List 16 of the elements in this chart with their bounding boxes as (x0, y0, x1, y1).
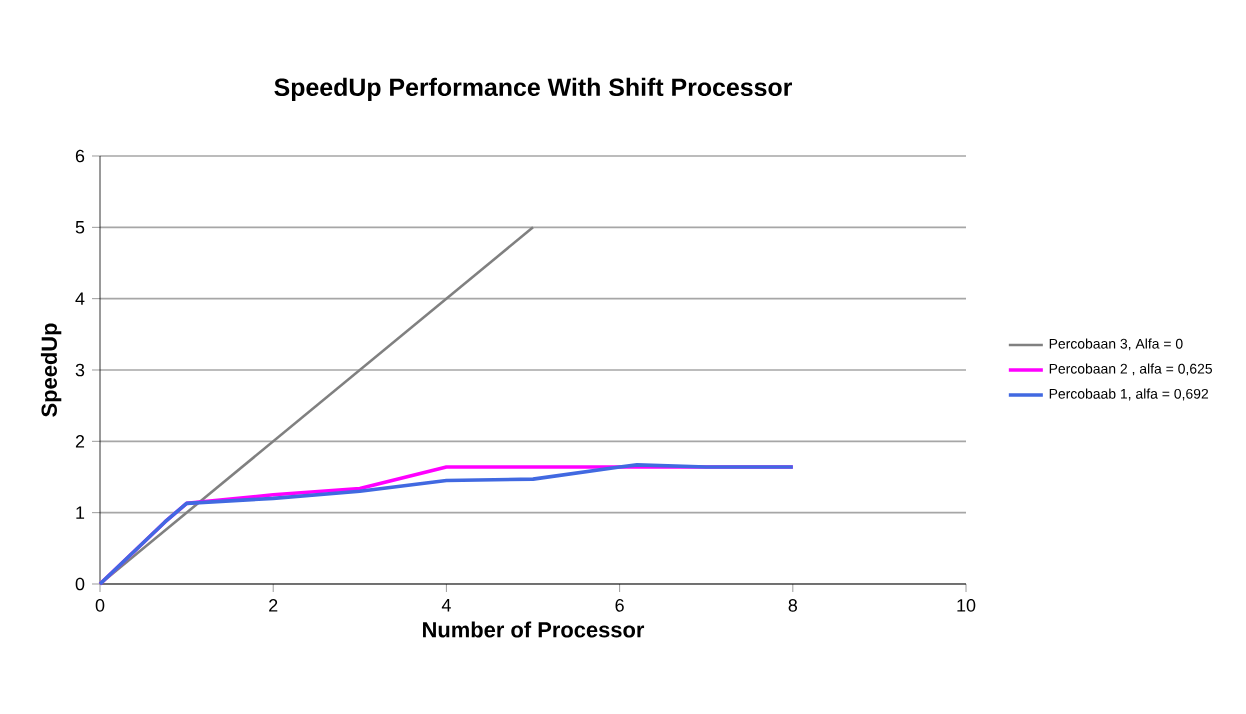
x-tick-label: 0 (95, 599, 105, 612)
y-tick-label: 5 (75, 221, 85, 234)
y-tick-label: 2 (75, 435, 85, 448)
x-tick-label: 6 (615, 599, 624, 612)
x-tick-label: 4 (441, 599, 451, 612)
y-tick-label: 6 (75, 149, 85, 163)
x-tick-label: 10 (957, 599, 976, 612)
y-tick-label: 1 (76, 506, 85, 519)
x-tick-label: 8 (788, 599, 798, 612)
y-tick-label: 4 (75, 292, 85, 305)
x-tick-label: 2 (269, 599, 278, 612)
y-tick-label: 3 (75, 363, 85, 377)
y-tick-label: 0 (75, 577, 85, 591)
y-axis-title: SpeedUp (40, 323, 62, 417)
x-axis-title: Number of Processor (423, 621, 645, 638)
chart-title: SpeedUp Performance With Shift Processor (274, 77, 792, 101)
